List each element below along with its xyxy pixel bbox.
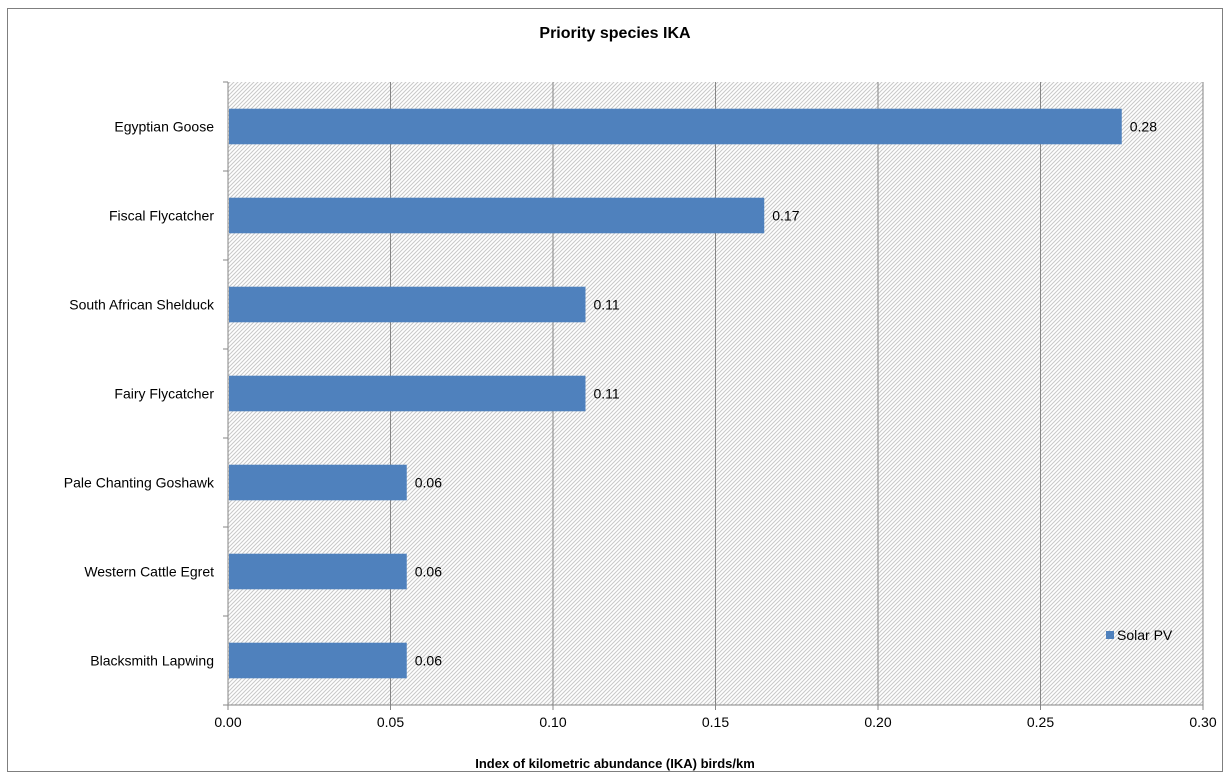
y-category-label: South African Shelduck (69, 297, 215, 313)
x-tick-label: 0.05 (377, 714, 404, 730)
data-label: 0.06 (415, 475, 442, 491)
bar (229, 286, 586, 323)
y-category-label: Egyptian Goose (114, 119, 214, 135)
bar (229, 553, 407, 590)
y-category-label: Blacksmith Lapwing (90, 653, 214, 669)
bars (229, 108, 1122, 679)
bar (229, 197, 765, 234)
x-tick-label: 0.25 (1027, 714, 1054, 730)
x-axis: 0.00 0.05 0.10 0.15 0.20 0.25 0.30 (214, 704, 1217, 730)
y-category-label: Fiscal Flycatcher (109, 208, 214, 224)
x-tick-label: 0.15 (702, 714, 729, 730)
data-label: 0.17 (772, 208, 799, 224)
legend-swatch (1106, 631, 1114, 639)
data-label: 0.11 (594, 297, 620, 313)
data-label: 0.06 (415, 653, 442, 669)
bar (229, 375, 586, 412)
x-tick-label: 0.20 (864, 714, 891, 730)
data-labels: 0.28 0.17 0.11 0.11 0.06 0.06 0.06 (415, 119, 1157, 669)
legend-label: Solar PV (1117, 627, 1173, 643)
data-label: 0.28 (1130, 119, 1157, 135)
chart-title: Priority species IKA (539, 25, 691, 42)
x-axis-title: Index of kilometric abundance (IKA) bird… (475, 756, 755, 771)
bar (229, 108, 1122, 145)
y-category-label: Pale Chanting Goshawk (64, 475, 215, 491)
x-tick-label: 0.00 (214, 714, 241, 730)
y-category-label: Western Cattle Egret (84, 564, 214, 580)
data-label: 0.11 (594, 386, 620, 402)
y-category-label: Fairy Flycatcher (114, 386, 214, 402)
x-tick-label: 0.10 (539, 714, 566, 730)
data-label: 0.06 (415, 564, 442, 580)
bar (229, 464, 407, 501)
legend: Solar PV (1106, 627, 1173, 643)
bar (229, 642, 407, 679)
y-axis: Egyptian Goose Fiscal Flycatcher South Afr… (64, 81, 229, 706)
x-tick-label: 0.30 (1189, 714, 1216, 730)
